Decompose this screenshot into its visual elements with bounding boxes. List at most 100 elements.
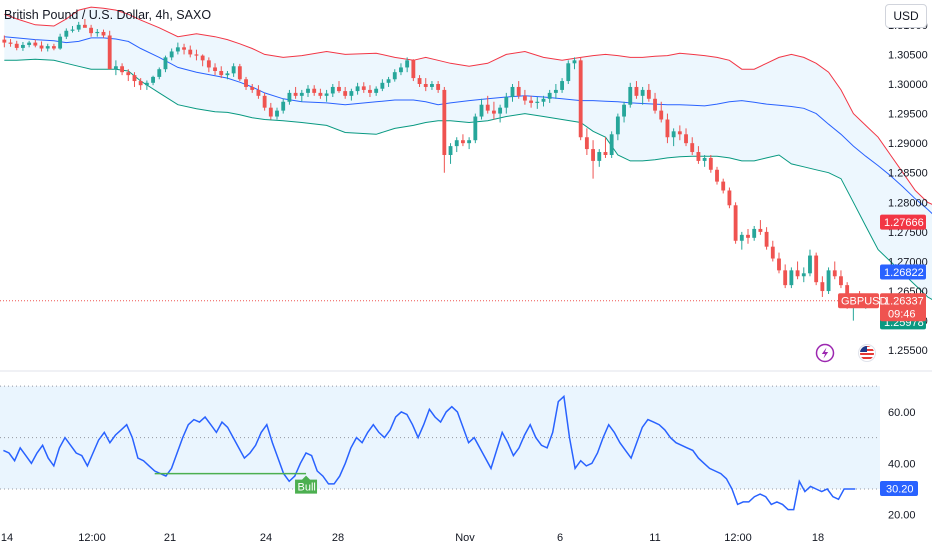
candle: [430, 81, 434, 90]
candle: [324, 89, 329, 102]
candle: [95, 28, 100, 37]
candle: [832, 261, 837, 280]
candle-body: [107, 35, 112, 70]
candle-body: [138, 81, 143, 86]
candle-body: [324, 93, 329, 96]
candle-body: [14, 43, 19, 48]
candle: [318, 88, 323, 99]
candle-body: [144, 82, 149, 86]
candle: [2, 35, 7, 48]
candle-body: [479, 104, 484, 117]
price-tick-label: 1.29000: [888, 138, 928, 150]
candle: [64, 28, 69, 40]
candle: [70, 26, 75, 33]
candle-body: [801, 273, 806, 277]
symbol-tag-bg: [838, 293, 879, 309]
candle-body: [560, 81, 565, 90]
event-icons[interactable]: [815, 343, 876, 363]
us-flag-icon[interactable]: [858, 344, 876, 362]
candle-body: [39, 45, 44, 49]
candle-body: [157, 69, 162, 77]
candle-body: [727, 190, 732, 206]
candle-body: [244, 79, 248, 87]
candle-body: [739, 234, 744, 241]
candle: [82, 18, 87, 28]
candle-body: [237, 66, 242, 80]
candle: [591, 140, 595, 179]
candle-body: [45, 46, 50, 49]
candle-body: [529, 100, 534, 103]
candle: [343, 86, 348, 99]
candle-body: [467, 140, 472, 144]
candle-body: [442, 89, 447, 155]
candle-body: [665, 119, 670, 138]
candle: [615, 113, 620, 141]
candle: [529, 95, 534, 108]
candle: [640, 86, 645, 105]
rsi-axis[interactable]: 60.00 40.00 20.00 30.20: [880, 407, 918, 522]
candle-body: [832, 270, 837, 277]
candle-body: [182, 47, 186, 50]
candle-body: [293, 92, 298, 96]
candle: [783, 264, 788, 289]
price-tick-label: 1.30500: [888, 49, 928, 61]
time-tick-label: 24: [260, 532, 272, 544]
candle-body: [411, 60, 416, 79]
candle: [461, 134, 465, 147]
candle: [200, 54, 205, 67]
candle: [206, 57, 211, 73]
candle-body: [622, 104, 626, 117]
candle: [8, 39, 13, 47]
candle: [504, 92, 509, 114]
candle-body: [337, 86, 341, 92]
rsi-value-tag: 30.20: [880, 480, 918, 496]
candle-body: [628, 86, 633, 105]
candle-body: [702, 157, 707, 161]
candle-body: [541, 98, 546, 102]
candle: [45, 43, 50, 52]
currency-button[interactable]: USD: [885, 4, 927, 28]
candle-body: [677, 131, 682, 135]
candle-body: [175, 47, 180, 52]
candle: [826, 267, 831, 295]
candle: [151, 75, 155, 86]
candle-body: [777, 258, 781, 271]
candle-body: [349, 91, 354, 96]
candle: [312, 85, 317, 96]
candle-body: [584, 137, 589, 150]
rsi-value-bg: [880, 480, 918, 496]
candle-body: [386, 79, 391, 83]
candle: [442, 86, 447, 173]
time-tick-label: 21: [164, 532, 176, 544]
candle: [560, 78, 565, 93]
candle: [702, 154, 707, 167]
candle: [144, 80, 149, 90]
candle: [758, 220, 763, 235]
candle: [386, 76, 391, 87]
candle-body: [318, 92, 323, 96]
candle-body: [504, 97, 509, 108]
time-axis[interactable]: 14 12:00 21 24 28 Nov 6 11 12:00 18: [1, 532, 824, 544]
candle-body: [213, 67, 217, 71]
candle-body: [516, 86, 521, 96]
candle: [789, 267, 794, 289]
rsi-value-text: 30.20: [886, 483, 914, 495]
candle-body: [194, 54, 199, 56]
candle: [275, 107, 279, 120]
candle: [182, 43, 186, 55]
dividend-lightning-icon[interactable]: [815, 343, 835, 363]
candle-body: [764, 231, 769, 247]
candle-body: [299, 92, 304, 96]
candle: [584, 128, 589, 155]
candle-body: [21, 44, 25, 48]
candle-body: [535, 101, 540, 103]
candle: [405, 57, 410, 73]
candle: [14, 40, 19, 51]
candle: [256, 85, 261, 99]
candle-body: [498, 107, 503, 114]
candle: [541, 95, 546, 107]
candle-body: [752, 228, 757, 238]
price-tag-value: 1.26337: [884, 296, 924, 308]
